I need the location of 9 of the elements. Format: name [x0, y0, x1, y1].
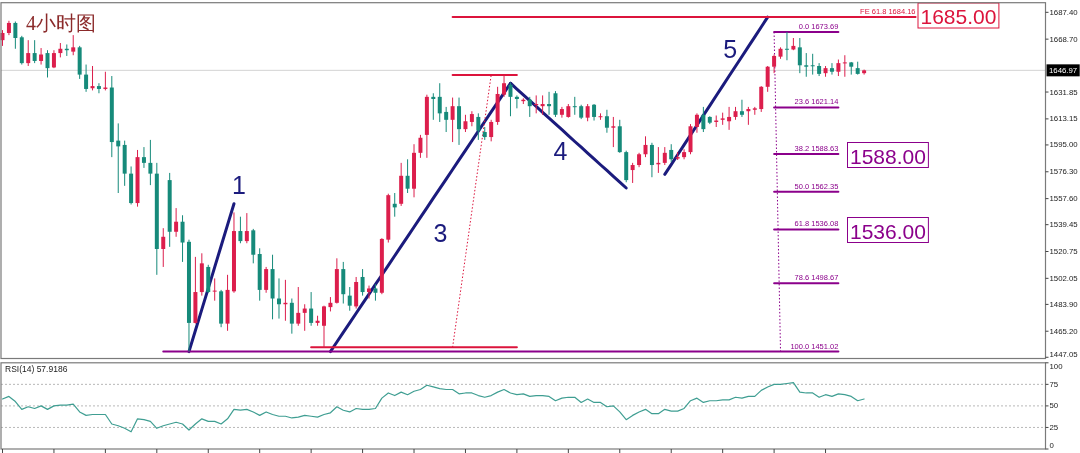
annotation: 1536.00 [850, 219, 926, 243]
series-label: 4 [553, 136, 568, 165]
text: 1685.00 [920, 5, 997, 28]
text: 4小时图 [26, 12, 96, 34]
annotation: 1588.00 [850, 144, 926, 168]
chart-title: RSI(14) 57.9186 [5, 364, 68, 374]
series-label: 3 [433, 219, 448, 248]
series-label: 1 [232, 170, 246, 199]
series-label: 5 [723, 34, 738, 63]
